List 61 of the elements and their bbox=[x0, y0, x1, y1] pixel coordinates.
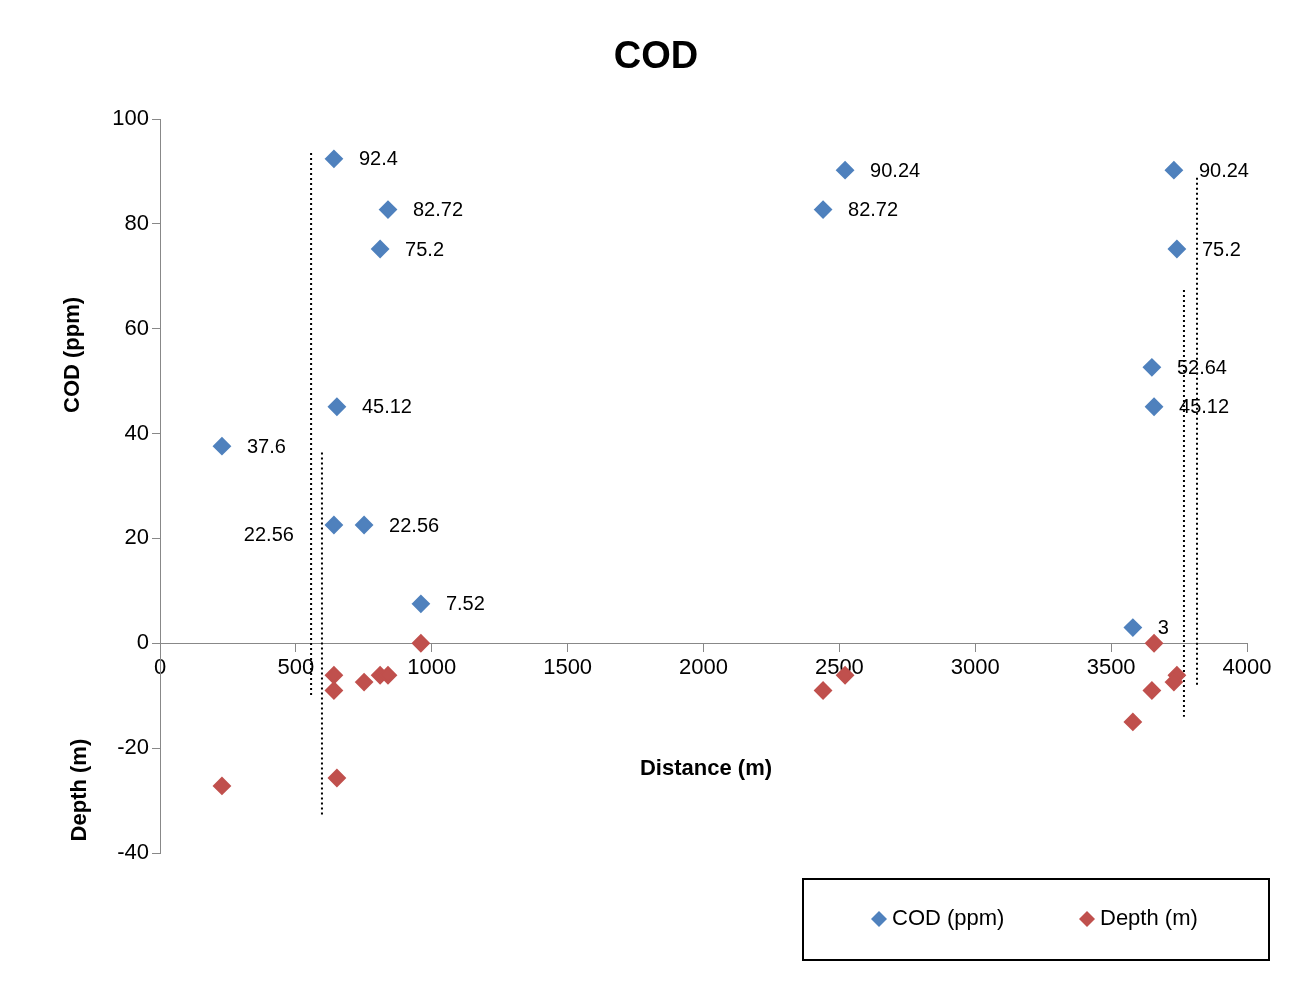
point bbox=[212, 776, 231, 795]
data-label: 92.4 bbox=[358, 147, 398, 170]
y-tick-label: -40 bbox=[117, 839, 149, 865]
x-axis-title: Distance (m) bbox=[639, 755, 773, 781]
legend-label: COD (ppm) bbox=[892, 905, 1005, 931]
point bbox=[212, 437, 231, 456]
point bbox=[327, 769, 346, 788]
data-label: 7.52 bbox=[445, 592, 485, 615]
x-tick-label: 4000 bbox=[1222, 653, 1272, 679]
data-label: 75.2 bbox=[405, 237, 445, 260]
y-tick-label: 80 bbox=[124, 209, 149, 235]
chart-title: COD bbox=[613, 34, 699, 77]
point bbox=[355, 516, 374, 535]
point bbox=[1167, 240, 1186, 259]
x-tick-label: 3000 bbox=[950, 653, 1000, 679]
y-tick-label: 40 bbox=[124, 419, 149, 445]
data-label: 22.56 bbox=[243, 522, 294, 545]
x-tick-label: 3500 bbox=[1086, 653, 1136, 679]
y-tick-label: 60 bbox=[124, 314, 149, 340]
point bbox=[1145, 397, 1164, 416]
y-tick-label: 0 bbox=[136, 629, 149, 655]
y-tick-label: 100 bbox=[112, 105, 149, 131]
point bbox=[411, 634, 430, 653]
point bbox=[379, 200, 397, 219]
data-label: 75.2 bbox=[1201, 237, 1241, 260]
point bbox=[371, 240, 390, 259]
x-tick-label: 1500 bbox=[543, 653, 593, 679]
x-tick-label: 1000 bbox=[407, 653, 457, 679]
data-label: 45.12 bbox=[361, 395, 412, 418]
data-label: 52.64 bbox=[1176, 355, 1227, 378]
data-label: 3 bbox=[1157, 616, 1169, 639]
y-tick-label: 20 bbox=[124, 524, 149, 550]
point bbox=[1123, 618, 1142, 637]
point bbox=[324, 666, 343, 685]
data-label: 37.6 bbox=[246, 434, 286, 457]
point bbox=[814, 681, 833, 700]
data-label: 82.72 bbox=[413, 198, 464, 221]
x-tick-label: 2000 bbox=[679, 653, 728, 679]
point bbox=[1142, 681, 1161, 700]
legend-label: Depth (m) bbox=[1100, 905, 1198, 931]
point bbox=[411, 594, 430, 613]
y-tick-label: -20 bbox=[117, 734, 149, 760]
point bbox=[814, 200, 833, 219]
point bbox=[355, 673, 374, 692]
y2-axis-title: Depth (m) bbox=[66, 738, 92, 842]
point bbox=[836, 161, 855, 180]
y-axis-title: COD (ppm) bbox=[59, 296, 85, 413]
data-label: 45.12 bbox=[1179, 395, 1230, 418]
x-tick-label: 500 bbox=[277, 653, 315, 679]
data-label: 90.24 bbox=[1198, 158, 1249, 181]
point bbox=[324, 681, 343, 700]
point bbox=[327, 397, 346, 416]
point bbox=[1164, 161, 1183, 180]
data-label: 82.72 bbox=[848, 198, 899, 221]
point bbox=[324, 516, 343, 535]
point bbox=[1145, 634, 1164, 653]
data-label: 22.56 bbox=[389, 513, 440, 536]
point bbox=[1142, 358, 1161, 377]
point bbox=[324, 149, 343, 168]
data-label: 90.24 bbox=[870, 158, 921, 181]
point bbox=[1123, 712, 1142, 731]
